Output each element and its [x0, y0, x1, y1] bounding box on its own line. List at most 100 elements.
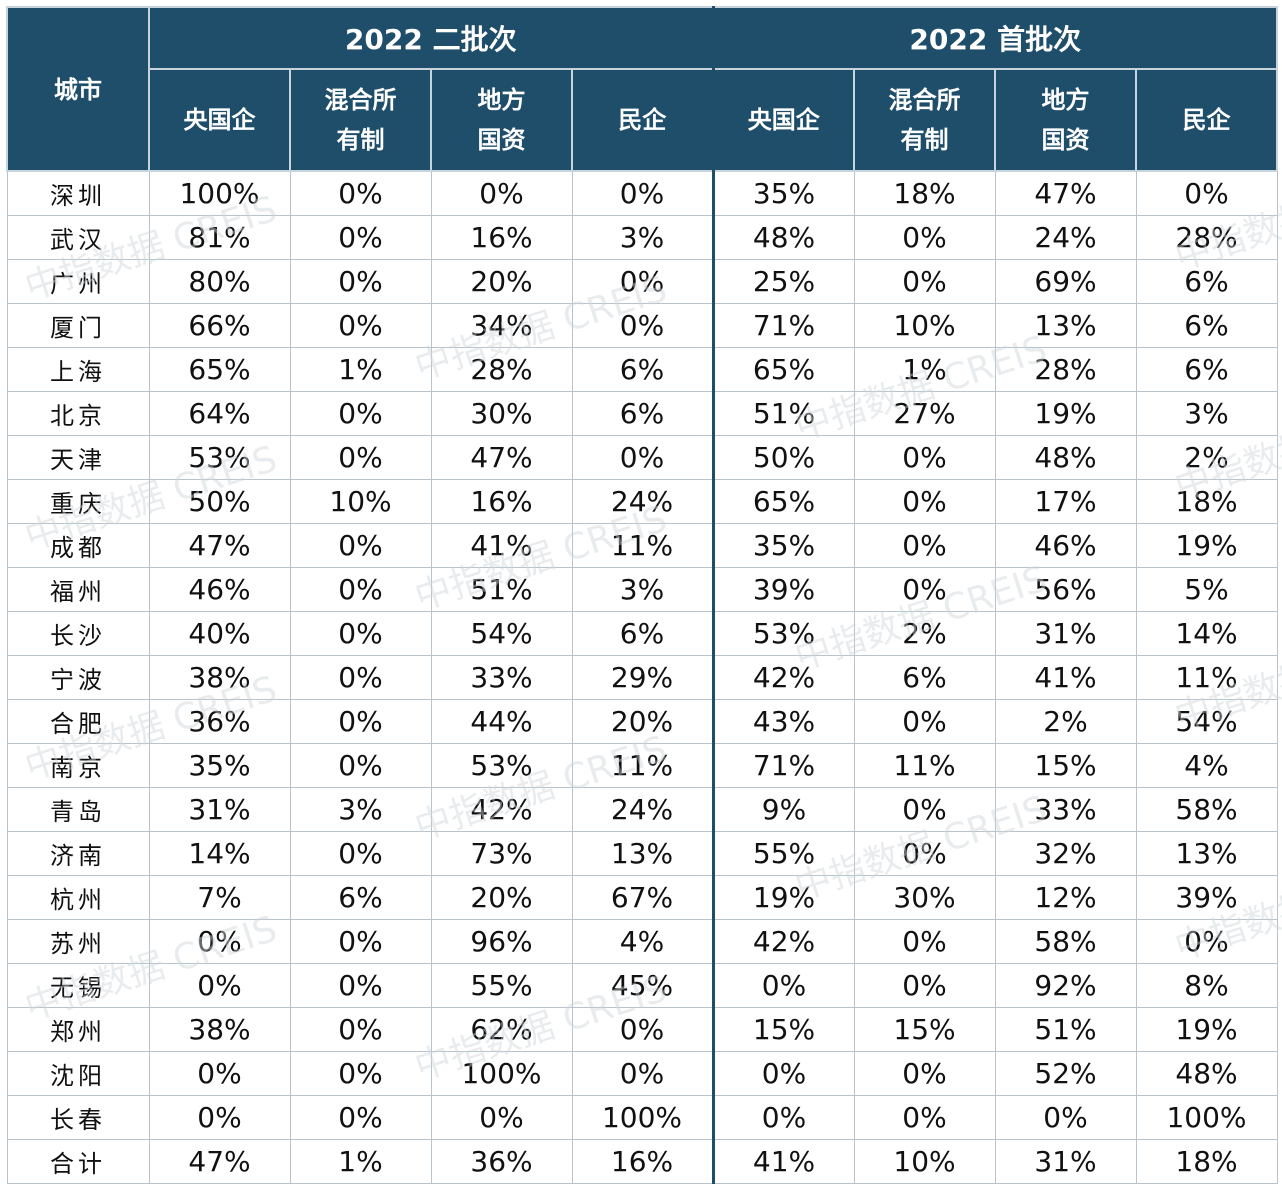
value-cell: 39%	[711, 567, 855, 612]
value-cell: 17%	[994, 479, 1137, 524]
city-cell: 北京	[6, 391, 150, 436]
value-cell: 35%	[148, 743, 291, 788]
value-cell: 0%	[148, 1051, 291, 1096]
value-cell: 36%	[148, 699, 291, 744]
city-cell: 天津	[6, 435, 150, 480]
value-cell: 0%	[289, 435, 432, 480]
value-cell: 65%	[711, 479, 855, 524]
city-cell: 武汉	[6, 215, 150, 260]
value-cell: 100%	[148, 170, 291, 216]
value-cell: 47%	[430, 435, 573, 480]
value-cell: 6%	[1135, 347, 1278, 392]
table-row: 郑州 38% 0% 62% 0% 15% 15% 51% 19%	[6, 1007, 1278, 1052]
value-cell: 50%	[711, 435, 855, 480]
value-cell: 54%	[430, 611, 573, 656]
value-cell: 0%	[289, 391, 432, 436]
table-row: 沈阳 0% 0% 100% 0% 0% 0% 52% 48%	[6, 1051, 1278, 1096]
city-cell: 重庆	[6, 479, 150, 524]
city-cell: 长春	[6, 1095, 150, 1140]
value-cell: 42%	[711, 919, 855, 964]
col-header-central-soe: 央国企	[711, 68, 855, 172]
value-cell: 0%	[289, 963, 432, 1008]
value-cell: 0%	[853, 567, 996, 612]
value-cell: 31%	[994, 611, 1137, 656]
value-cell: 38%	[148, 655, 291, 700]
table-row: 深圳 100% 0% 0% 0% 35% 18% 47% 0%	[6, 170, 1278, 216]
table-row: 长春 0% 0% 0% 100% 0% 0% 0% 100%	[6, 1095, 1278, 1140]
value-cell: 66%	[148, 303, 291, 348]
value-cell: 53%	[148, 435, 291, 480]
value-cell: 65%	[148, 347, 291, 392]
col-header-private: 民企	[571, 68, 714, 172]
value-cell: 51%	[711, 391, 855, 436]
value-cell: 19%	[1135, 523, 1278, 568]
value-cell: 0%	[289, 699, 432, 744]
value-cell: 6%	[571, 347, 714, 392]
value-cell: 19%	[1135, 1007, 1278, 1052]
table-row: 成都 47% 0% 41% 11% 35% 0% 46% 19%	[6, 523, 1278, 568]
value-cell: 1%	[289, 1139, 432, 1184]
value-cell: 48%	[994, 435, 1137, 480]
table-row: 苏州 0% 0% 96% 4% 42% 0% 58% 0%	[6, 919, 1278, 964]
value-cell: 30%	[853, 875, 996, 920]
table-row: 天津 53% 0% 47% 0% 50% 0% 48% 2%	[6, 435, 1278, 480]
city-cell: 南京	[6, 743, 150, 788]
value-cell: 6%	[1135, 259, 1278, 304]
value-cell: 24%	[994, 215, 1137, 260]
value-cell: 0%	[289, 259, 432, 304]
value-cell: 55%	[430, 963, 573, 1008]
col-header-local-state: 地方 国资	[430, 68, 573, 172]
value-cell: 32%	[994, 831, 1137, 876]
data-table-container: 城市 2022 二批次 2022 首批次 央国企 混合所 有制 地方 国资 民企 央…	[6, 6, 1278, 1184]
value-cell: 12%	[994, 875, 1137, 920]
value-cell: 64%	[148, 391, 291, 436]
value-cell: 11%	[571, 743, 714, 788]
city-cell: 上海	[6, 347, 150, 392]
value-cell: 92%	[994, 963, 1137, 1008]
group-header-second-batch: 2022 二批次	[148, 6, 714, 70]
value-cell: 2%	[994, 699, 1137, 744]
value-cell: 28%	[994, 347, 1137, 392]
value-cell: 53%	[430, 743, 573, 788]
value-cell: 0%	[853, 523, 996, 568]
value-cell: 18%	[1135, 1139, 1278, 1184]
group-header-first-batch: 2022 首批次	[711, 6, 1278, 70]
value-cell: 24%	[571, 479, 714, 524]
city-cell: 济南	[6, 831, 150, 876]
value-cell: 0%	[994, 1095, 1137, 1140]
value-cell: 10%	[853, 303, 996, 348]
value-cell: 31%	[148, 787, 291, 832]
value-cell: 18%	[853, 170, 996, 216]
value-cell: 6%	[571, 391, 714, 436]
value-cell: 11%	[1135, 655, 1278, 700]
value-cell: 45%	[571, 963, 714, 1008]
value-cell: 0%	[571, 435, 714, 480]
value-cell: 20%	[430, 259, 573, 304]
city-cell: 厦门	[6, 303, 150, 348]
value-cell: 6%	[289, 875, 432, 920]
value-cell: 0%	[853, 963, 996, 1008]
city-cell: 杭州	[6, 875, 150, 920]
value-cell: 9%	[711, 787, 855, 832]
value-cell: 0%	[289, 303, 432, 348]
value-cell: 0%	[571, 1051, 714, 1096]
value-cell: 11%	[853, 743, 996, 788]
value-cell: 54%	[1135, 699, 1278, 744]
col-header-central-soe: 央国企	[148, 68, 291, 172]
city-cell: 长沙	[6, 611, 150, 656]
value-cell: 69%	[994, 259, 1137, 304]
city-column-header: 城市	[6, 6, 150, 172]
value-cell: 0%	[711, 963, 855, 1008]
value-cell: 4%	[571, 919, 714, 964]
value-cell: 58%	[994, 919, 1137, 964]
table-row: 宁波 38% 0% 33% 29% 42% 6% 41% 11%	[6, 655, 1278, 700]
value-cell: 27%	[853, 391, 996, 436]
value-cell: 7%	[148, 875, 291, 920]
value-cell: 0%	[289, 655, 432, 700]
value-cell: 0%	[571, 303, 714, 348]
city-cell: 广州	[6, 259, 150, 304]
value-cell: 3%	[289, 787, 432, 832]
value-cell: 40%	[148, 611, 291, 656]
city-cell: 苏州	[6, 919, 150, 964]
value-cell: 43%	[711, 699, 855, 744]
